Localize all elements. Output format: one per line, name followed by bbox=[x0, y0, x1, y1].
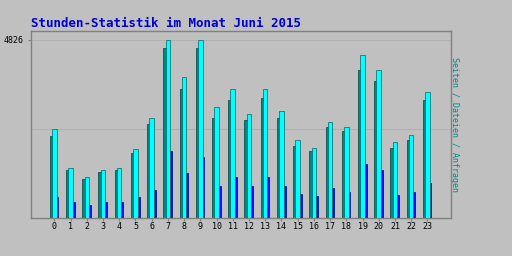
Bar bbox=[136, 197, 140, 218]
Bar bbox=[309, 151, 314, 218]
Bar bbox=[244, 120, 249, 218]
Bar bbox=[120, 202, 123, 218]
Bar bbox=[393, 142, 397, 218]
Bar bbox=[50, 136, 54, 218]
Bar bbox=[412, 192, 415, 218]
Bar bbox=[266, 177, 269, 218]
Bar bbox=[68, 168, 73, 218]
Bar bbox=[217, 186, 221, 218]
Bar bbox=[282, 186, 286, 218]
Bar bbox=[247, 114, 251, 218]
Bar bbox=[198, 40, 203, 218]
Bar bbox=[360, 55, 365, 218]
Bar bbox=[409, 135, 414, 218]
Bar bbox=[117, 168, 121, 218]
Bar bbox=[150, 118, 154, 218]
Bar bbox=[263, 89, 267, 218]
Bar bbox=[184, 173, 188, 218]
Bar bbox=[379, 170, 383, 218]
Bar bbox=[115, 170, 119, 218]
Bar bbox=[374, 81, 379, 218]
Bar bbox=[52, 129, 57, 218]
Bar bbox=[214, 107, 219, 218]
Bar bbox=[196, 48, 200, 218]
Bar bbox=[358, 70, 362, 218]
Bar bbox=[395, 195, 399, 218]
Bar bbox=[293, 146, 297, 218]
Bar bbox=[228, 100, 233, 218]
Bar bbox=[103, 202, 107, 218]
Bar bbox=[328, 122, 332, 218]
Bar bbox=[407, 140, 411, 218]
Bar bbox=[331, 188, 334, 218]
Bar bbox=[147, 124, 152, 218]
Bar bbox=[423, 100, 428, 218]
Bar bbox=[312, 147, 316, 218]
Bar bbox=[131, 153, 136, 218]
Bar bbox=[168, 151, 172, 218]
Bar bbox=[295, 140, 300, 218]
Bar bbox=[347, 192, 350, 218]
Bar bbox=[298, 194, 302, 218]
Bar bbox=[66, 170, 71, 218]
Bar bbox=[363, 164, 367, 218]
Bar bbox=[152, 190, 156, 218]
Y-axis label: Seiten / Dateien / Anfragen: Seiten / Dateien / Anfragen bbox=[450, 57, 459, 192]
Bar bbox=[342, 131, 346, 218]
Bar bbox=[428, 183, 432, 218]
Bar bbox=[230, 89, 235, 218]
Bar bbox=[376, 70, 381, 218]
Bar bbox=[425, 92, 430, 218]
Bar bbox=[277, 118, 282, 218]
Bar bbox=[133, 149, 138, 218]
Bar bbox=[249, 186, 253, 218]
Bar bbox=[261, 98, 265, 218]
Bar bbox=[180, 89, 184, 218]
Bar bbox=[163, 48, 168, 218]
Bar bbox=[201, 157, 204, 218]
Bar bbox=[71, 202, 75, 218]
Bar bbox=[84, 177, 89, 218]
Bar bbox=[182, 78, 186, 218]
Bar bbox=[98, 172, 103, 218]
Bar bbox=[55, 197, 58, 218]
Text: Stunden-Statistik im Monat Juni 2015: Stunden-Statistik im Monat Juni 2015 bbox=[31, 17, 301, 29]
Bar bbox=[165, 40, 170, 218]
Bar bbox=[212, 118, 217, 218]
Bar bbox=[87, 205, 91, 218]
Bar bbox=[344, 127, 349, 218]
Bar bbox=[326, 127, 330, 218]
Bar bbox=[101, 170, 105, 218]
Bar bbox=[82, 179, 87, 218]
Bar bbox=[314, 196, 318, 218]
Bar bbox=[391, 147, 395, 218]
Bar bbox=[233, 177, 237, 218]
Bar bbox=[279, 111, 284, 218]
